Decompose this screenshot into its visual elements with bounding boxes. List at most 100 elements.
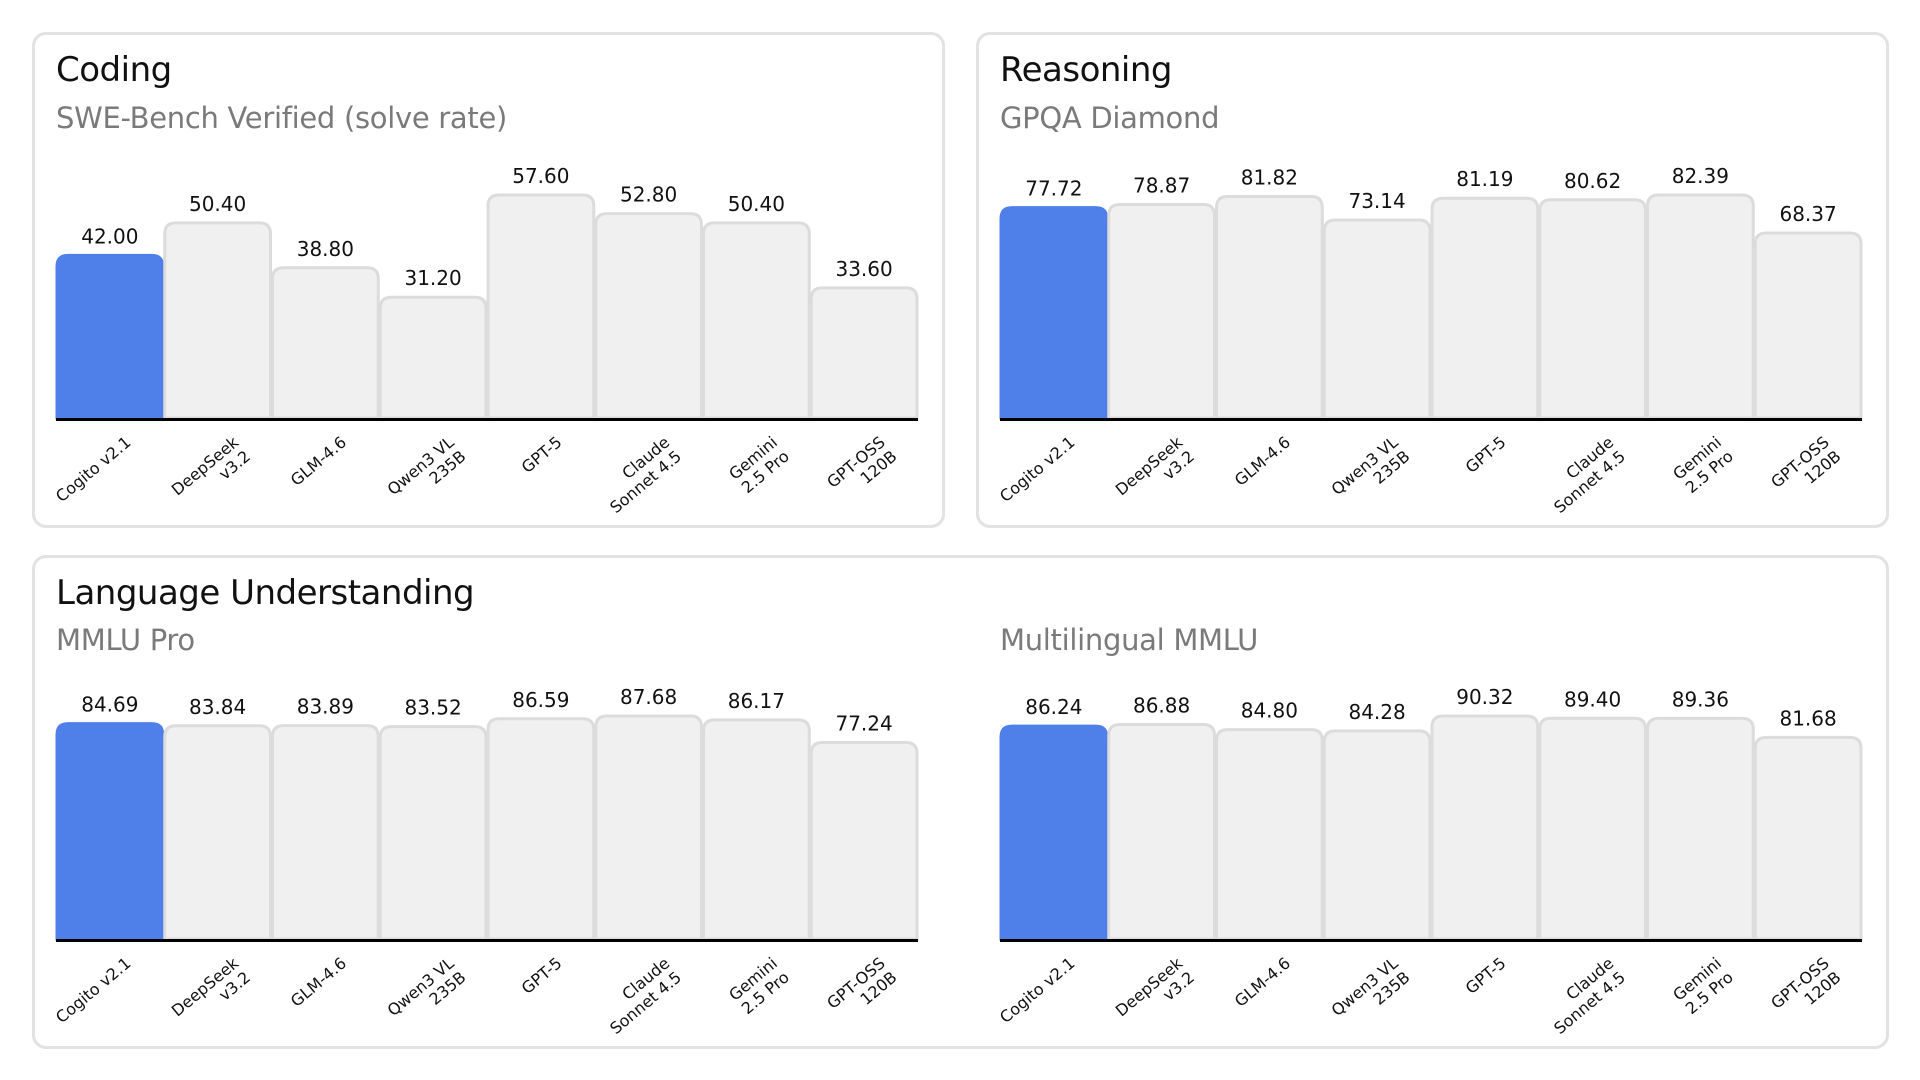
bar	[1322, 218, 1432, 420]
value-label: 52.80	[620, 183, 677, 207]
value-label: 82.39	[1672, 164, 1729, 188]
x-tick-label: GLM-4.6	[1231, 433, 1294, 490]
x-tick-label: ClaudeSonnet 4.5	[1538, 433, 1629, 517]
bar	[594, 212, 703, 420]
x-tick-label: GPT-OSS120B	[1767, 954, 1844, 1027]
x-tick-label: GPT-5	[518, 433, 566, 477]
bar	[1430, 714, 1540, 941]
x-tick-label: Cogito v2.1	[52, 433, 134, 506]
x-tick-label: GPT-5	[1462, 954, 1510, 998]
value-label: 89.36	[1672, 687, 1729, 711]
value-label: 57.60	[512, 164, 569, 188]
value-label: 86.24	[1025, 695, 1082, 719]
value-label: 84.28	[1348, 700, 1405, 724]
value-label: 89.40	[1564, 687, 1621, 711]
bar	[1107, 722, 1216, 941]
x-tick-label: Qwen3 VL235B	[384, 953, 470, 1034]
x-tick-label: Qwen3 VL235B	[384, 432, 470, 513]
chart-mmlu-pro: 84.69 Cogito v2.1 83.84 DeepSeekv3.2 83.89 GL…	[52, 685, 919, 1038]
bar	[378, 725, 488, 941]
x-tick-label: Cogito v2.1	[52, 954, 134, 1027]
bar	[702, 718, 811, 941]
chart-subtitle-swe-bench: SWE-Bench Verified (solve rate)	[56, 101, 508, 135]
x-tick-label: Gemini2.5 Pro	[725, 954, 793, 1019]
bar	[1215, 195, 1324, 420]
value-label: 87.68	[620, 685, 677, 709]
bar	[594, 714, 703, 941]
bar	[55, 253, 165, 420]
bar	[1215, 728, 1324, 941]
value-label: 50.40	[189, 192, 246, 216]
x-tick-label: DeepSeekv3.2	[1112, 953, 1199, 1034]
panel-title-coding: Coding	[56, 50, 172, 90]
x-tick-label: Qwen3 VL235B	[1328, 953, 1414, 1034]
bar	[1322, 729, 1432, 941]
value-label: 83.52	[404, 696, 461, 720]
x-tick-label: GLM-4.6	[287, 433, 350, 490]
value-label: 84.69	[81, 693, 138, 717]
x-tick-label: ClaudeSonnet 4.5	[1538, 954, 1629, 1038]
bar	[486, 717, 596, 941]
x-tick-label: DeepSeekv3.2	[168, 432, 255, 513]
value-label: 80.62	[1564, 169, 1621, 193]
value-label: 77.72	[1025, 177, 1082, 201]
x-tick-label: GPT-5	[518, 954, 566, 998]
bar	[1646, 193, 1755, 420]
chart-subtitle-gpqa: GPQA Diamond	[1000, 101, 1220, 135]
bar	[1430, 196, 1540, 420]
bar	[1538, 198, 1647, 420]
value-label: 78.87	[1133, 174, 1190, 198]
bar	[809, 286, 919, 420]
x-tick-label: Cogito v2.1	[996, 433, 1078, 506]
bar	[1646, 716, 1755, 941]
value-label: 50.40	[728, 192, 785, 216]
x-tick-label: Gemini2.5 Pro	[1669, 433, 1737, 498]
value-label: 33.60	[835, 257, 892, 281]
value-label: 86.59	[512, 688, 569, 712]
bar	[163, 724, 272, 941]
value-label: 83.89	[297, 695, 354, 719]
value-label: 90.32	[1456, 685, 1513, 709]
bar	[1538, 716, 1647, 941]
value-label: 86.17	[728, 689, 785, 713]
value-label: 81.82	[1241, 166, 1298, 190]
x-tick-label: GPT-OSS120B	[1767, 433, 1844, 506]
bar	[1107, 203, 1216, 420]
x-tick-label: ClaudeSonnet 4.5	[594, 433, 685, 517]
value-label: 73.14	[1348, 189, 1405, 213]
value-label: 77.24	[835, 712, 892, 736]
x-tick-label: DeepSeekv3.2	[1112, 432, 1199, 513]
chart-swe-bench: 42.00 Cogito v2.1 50.40 DeepSeekv3.2 38.80 GL…	[52, 164, 919, 517]
value-label: 86.88	[1133, 693, 1190, 717]
value-label: 83.84	[189, 695, 246, 719]
value-label: 68.37	[1779, 202, 1836, 226]
bar	[999, 724, 1109, 941]
bar	[271, 724, 380, 941]
bar	[702, 221, 811, 420]
chart-gpqa: 77.72 Cogito v2.1 78.87 DeepSeekv3.2 81.82 GL…	[996, 164, 1863, 517]
x-tick-label: Cogito v2.1	[996, 954, 1078, 1027]
x-tick-label: ClaudeSonnet 4.5	[594, 954, 685, 1038]
x-tick-label: GLM-4.6	[1231, 954, 1294, 1011]
x-tick-label: Gemini2.5 Pro	[725, 433, 793, 498]
x-tick-label: GPT-5	[1462, 433, 1510, 477]
bar	[55, 722, 165, 941]
x-tick-label: DeepSeekv3.2	[168, 953, 255, 1034]
x-tick-label: GPT-OSS120B	[823, 954, 900, 1027]
bar	[809, 741, 919, 941]
bar	[1753, 735, 1863, 941]
chart-subtitle-multilingual-mmlu: Multilingual MMLU	[1000, 623, 1259, 657]
x-tick-label: Gemini2.5 Pro	[1669, 954, 1737, 1019]
value-label: 38.80	[297, 237, 354, 261]
bar	[1753, 231, 1863, 420]
bar	[271, 266, 380, 420]
panel-title-reasoning: Reasoning	[1000, 50, 1173, 90]
value-label: 84.80	[1241, 699, 1298, 723]
bar	[378, 295, 488, 420]
value-label: 31.20	[404, 266, 461, 290]
panel-title-language-understanding: Language Understanding	[56, 573, 475, 613]
value-label: 81.19	[1456, 167, 1513, 191]
chart-multilingual-mmlu: 86.24 Cogito v2.1 86.88 DeepSeekv3.2 84.80 GL…	[996, 685, 1863, 1038]
bar	[486, 193, 596, 420]
bar	[999, 206, 1109, 420]
